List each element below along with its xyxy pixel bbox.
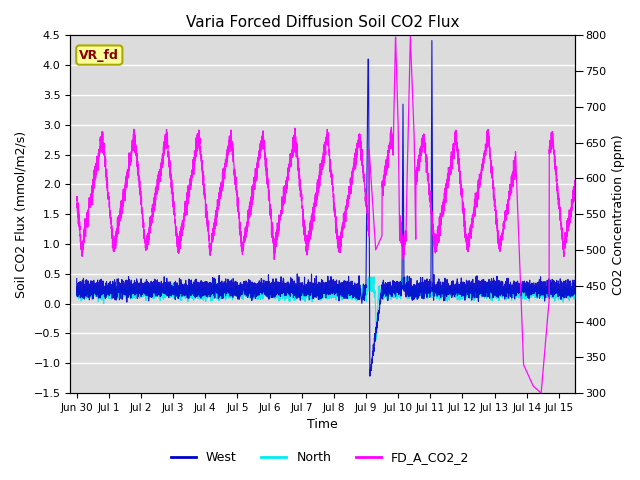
Title: Varia Forced Diffusion Soil CO2 Flux: Varia Forced Diffusion Soil CO2 Flux bbox=[186, 15, 460, 30]
X-axis label: Time: Time bbox=[307, 419, 338, 432]
Y-axis label: Soil CO2 Flux (mmol/m2/s): Soil CO2 Flux (mmol/m2/s) bbox=[15, 131, 28, 298]
Legend: West, North, FD_A_CO2_2: West, North, FD_A_CO2_2 bbox=[166, 446, 474, 469]
Y-axis label: CO2 Concentration (ppm): CO2 Concentration (ppm) bbox=[612, 134, 625, 295]
Text: VR_fd: VR_fd bbox=[79, 48, 119, 61]
